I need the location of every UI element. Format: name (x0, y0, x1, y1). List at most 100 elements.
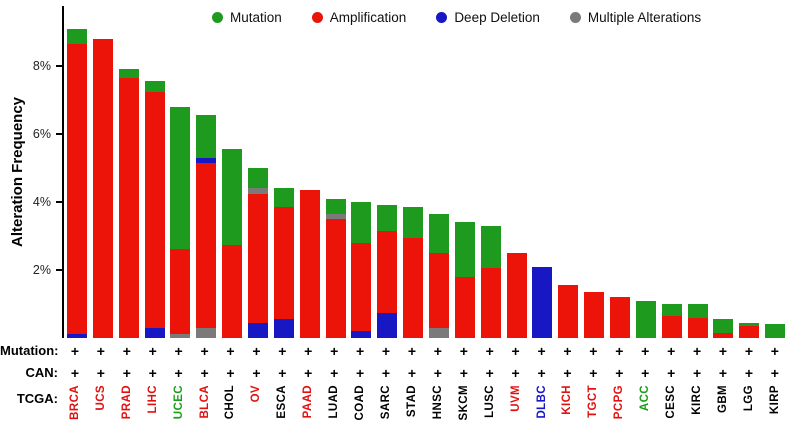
bar-BRCA[interactable] (66, 28, 87, 338)
bar-segment-mutation (713, 319, 734, 333)
bar-segment-mutation (687, 304, 708, 318)
tcga-slot-LUSC: LUSC (477, 385, 503, 437)
mutation-plus-DLBC: + (537, 343, 546, 359)
can-plus-ACC: + (641, 365, 650, 381)
bar-CESC[interactable] (661, 304, 682, 338)
bar-segment-amplification (351, 242, 372, 332)
bar-segment-mutation (351, 202, 372, 243)
bar-segment-amplification (196, 162, 217, 328)
bar-LIHC[interactable] (144, 81, 165, 338)
tcga-category-label-PRAD: PRAD (120, 385, 133, 420)
tcga-category-label-BRCA: BRCA (68, 385, 81, 420)
tcga-category-label-SARC: SARC (380, 385, 393, 420)
legend-label-multiple-alterations: Multiple Alterations (587, 10, 702, 25)
legend-item-multiple-alterations: Multiple Alterations (569, 10, 702, 25)
bar-segment-mutation (247, 168, 268, 189)
bar-ACC[interactable] (635, 300, 656, 338)
tcga-category-label-STAD: STAD (405, 385, 418, 418)
bar-segment-mutation (480, 225, 501, 269)
bar-BLCA[interactable] (196, 115, 217, 338)
bar-HNSC[interactable] (428, 213, 449, 338)
tcga-category-label-HNSC: HNSC (431, 385, 444, 420)
bar-LUAD[interactable] (325, 198, 346, 338)
bar-slot-GBM (710, 6, 736, 338)
can-row-label: CAN: (25, 365, 59, 380)
can-plus-UVM: + (511, 365, 520, 381)
bar-slot-DLBC (529, 6, 555, 338)
mutation-plus-GBM: + (718, 343, 728, 359)
bar-SKCM[interactable] (454, 222, 475, 338)
bar-DLBC[interactable] (532, 266, 553, 338)
mutation-plus-KICH: + (563, 343, 572, 359)
bar-TGCT[interactable] (584, 292, 605, 338)
can-plus-SARC: + (381, 365, 391, 381)
bar-segment-amplification (713, 332, 734, 338)
y-tick-mark (56, 201, 62, 203)
can-plus-COAD: + (356, 365, 365, 381)
bar-segment-multiple-alterations (170, 333, 191, 338)
tcga-category-label-UCS: UCS (94, 385, 107, 411)
bar-slot-PCPG (607, 6, 633, 338)
tcga-slot-KICH: KICH (555, 385, 581, 437)
bar-GBM[interactable] (713, 319, 734, 338)
tcga-category-label-BLCA: BLCA (198, 385, 211, 419)
bar-SARC[interactable] (377, 205, 398, 338)
tcga-category-label-CESC: CESC (665, 385, 678, 419)
mutation-plus-COAD: + (356, 343, 365, 359)
mutation-legend-dot-icon (212, 12, 223, 23)
can-plus-KIRC: + (692, 365, 702, 381)
can-plus-PAAD: + (304, 365, 313, 381)
bar-STAD[interactable] (403, 207, 424, 338)
bar-segment-multiple-alterations (196, 327, 217, 338)
bar-slot-SKCM (452, 6, 478, 338)
can-plus-OV: + (252, 365, 261, 381)
tcga-slot-TGCT: TGCT (580, 385, 606, 437)
bar-segment-amplification (506, 253, 527, 338)
mutation-row-label: Mutation: (0, 343, 59, 358)
bar-UVM[interactable] (506, 253, 527, 338)
mutation-plus-UCS: + (96, 343, 105, 359)
bar-PRAD[interactable] (118, 69, 139, 338)
can-plus-DLBC: + (537, 365, 546, 381)
bar-PAAD[interactable] (299, 190, 320, 338)
bar-COAD[interactable] (351, 202, 372, 338)
bar-segment-mutation (170, 106, 191, 249)
multiple-alterations-legend-dot-icon (569, 12, 581, 23)
tcga-category-label-KICH: KICH (561, 385, 574, 415)
can-plus-SKCM: + (459, 365, 468, 381)
bar-KICH[interactable] (558, 285, 579, 338)
bar-slot-BRCA (64, 6, 90, 338)
mutation-plus-ACC: + (641, 343, 650, 359)
bar-OV[interactable] (247, 168, 268, 338)
bar-UCEC[interactable] (170, 106, 191, 338)
bar-segment-amplification (454, 276, 475, 338)
bar-slot-STAD (400, 6, 426, 338)
bar-LGG[interactable] (739, 322, 760, 338)
tcga-slot-HNSC: HNSC (425, 385, 451, 437)
mutation-plus-LUAD: + (330, 343, 339, 359)
can-plus-row: + + + + + + + + + + + + + + + + + + + + + + + + + + + + (62, 363, 788, 383)
mutation-plus-UVM: + (511, 343, 520, 359)
y-tick-label: 8% (32, 59, 51, 73)
bar-CHOL[interactable] (222, 149, 243, 338)
bar-segment-amplification (299, 190, 320, 338)
y-tick-mark (56, 269, 62, 271)
bar-UCS[interactable] (92, 38, 113, 338)
bar-segment-amplification (325, 219, 346, 338)
bar-slot-LUAD (323, 6, 349, 338)
can-plus-BRCA: + (70, 365, 80, 381)
bar-LUSC[interactable] (480, 225, 501, 338)
legend-label-mutation: Mutation (230, 10, 282, 25)
bar-PCPG[interactable] (609, 297, 630, 338)
bar-KIRC[interactable] (687, 304, 708, 338)
bar-KIRP[interactable] (765, 324, 786, 338)
bar-ESCA[interactable] (273, 188, 294, 338)
can-plus-ESCA: + (278, 365, 287, 381)
mutation-plus-TGCT: + (589, 343, 598, 359)
mutation-plus-KIRP: + (770, 343, 779, 359)
tcga-slot-UCEC: UCEC (166, 385, 192, 437)
tcga-category-label-LUSC: LUSC (483, 385, 496, 418)
can-plus-CESC: + (667, 365, 676, 381)
can-plus-GBM: + (718, 365, 728, 381)
tcga-slot-PCPG: PCPG (606, 385, 632, 437)
